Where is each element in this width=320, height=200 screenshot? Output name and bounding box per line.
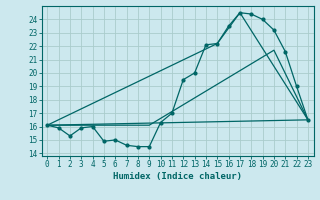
X-axis label: Humidex (Indice chaleur): Humidex (Indice chaleur) bbox=[113, 172, 242, 181]
